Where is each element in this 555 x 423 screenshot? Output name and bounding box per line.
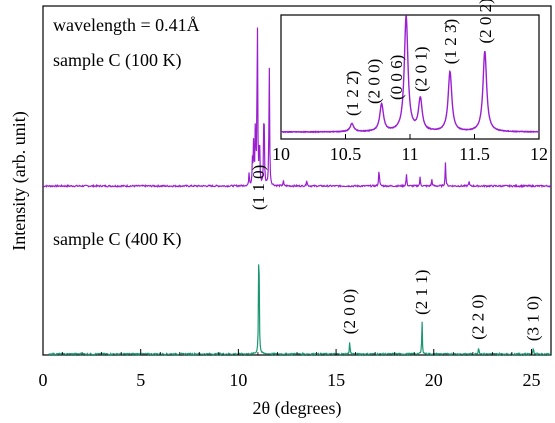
peak-label: (2 2 0) [469,294,488,339]
inset-x-ticks: 10 10.5 11 11.5 12 [272,134,548,164]
inset-x-tick-label: 11.5 [459,144,490,164]
inset-x-tick-label: 10.5 [330,144,362,164]
inset-series [280,14,540,134]
inset-plot: (1 2 2̄) (2 0 0) (0 0 6) (2 0 1) (1 2 3̄) (2 … [272,0,548,164]
x-tick-label: 5 [136,370,145,390]
y-axis-label: Intensity (arb. unit) [9,111,30,250]
inset-peak-label: (2 0 1) [411,46,430,91]
x-tick-label: 0 [39,370,48,390]
x-axis-label: 2θ (degrees) [252,398,341,419]
peak-label: (2 1 1) [412,270,431,315]
inset-peak-label: (1 2 2̄) [343,71,362,116]
series-100k [42,27,552,189]
inset-x-tick-label: 12 [530,144,548,164]
x-tick-label: 10 [229,370,247,390]
wavelength-annotation: wavelength = 0.41Å [53,15,200,35]
inset-x-tick-label: 10 [272,144,290,164]
peak-label: (3 1 0) [523,296,542,341]
inset-frame [280,14,540,140]
x-axis-ticks: 0 5 10 15 20 25 [39,349,540,390]
line-400k [48,264,552,357]
x-tick-label: 20 [425,370,443,390]
line-100k [42,27,552,189]
inset-peak-label: (2 0 2) [476,0,495,44]
inset-line-100k [280,14,540,134]
inset-peak-label: (0 0 6) [387,55,406,100]
series-400k [48,264,552,357]
inset-peak-labels: (1 2 2̄) (2 0 0) (0 0 6) (2 0 1) (1 2 3̄) (2 … [343,0,495,116]
inset-peak-label: (1 2 3̄) [441,19,460,64]
sample-top-label: sample C (100 K) [53,50,181,71]
x-tick-label: 25 [522,370,540,390]
peak-labels-400k: (1 1 0) (2 0 0) (2 1 1) (2 2 0) (3 1 0) [249,165,543,341]
inset-x-tick-label: 11 [401,144,418,164]
inset-peak-label: (2 0 0) [365,59,384,104]
x-tick-label: 15 [327,370,345,390]
peak-label: (1 1 0) [249,165,268,210]
peak-label: (2 0 0) [340,289,359,334]
sample-bottom-label: sample C (400 K) [53,229,181,250]
